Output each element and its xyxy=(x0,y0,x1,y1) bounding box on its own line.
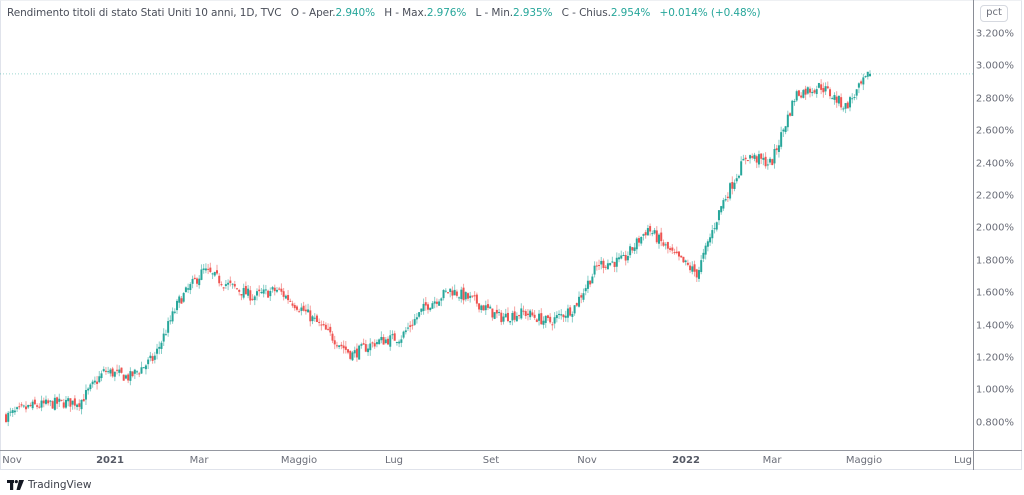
price-tick: 1.800% xyxy=(975,255,1014,267)
time-tick: 2021 xyxy=(96,455,124,466)
low-value: 2.935% xyxy=(512,7,553,19)
time-tick: Maggio xyxy=(280,455,318,466)
time-tick: Mar xyxy=(189,455,209,466)
change-value: +0.014% (+0.48%) xyxy=(659,7,761,19)
time-tick: Nov xyxy=(2,455,22,466)
price-tick: 3.200% xyxy=(975,28,1014,40)
price-tick: 1.200% xyxy=(975,352,1014,364)
time-tick: 2022 xyxy=(672,455,700,466)
close-value: 2.954% xyxy=(610,7,651,19)
price-tick: 1.600% xyxy=(975,287,1014,299)
time-tick: Lug xyxy=(384,455,404,466)
price-tick: 2.000% xyxy=(975,222,1014,234)
price-tick: 0.800% xyxy=(975,417,1014,429)
brand-name: TradingView xyxy=(28,479,92,491)
price-tick: 2.600% xyxy=(975,125,1014,137)
unit-badge[interactable]: pct xyxy=(980,5,1008,22)
price-tick: 2.800% xyxy=(975,93,1014,105)
price-tick: 2.200% xyxy=(975,190,1014,202)
time-tick: Set xyxy=(482,455,500,466)
time-tick: Mar xyxy=(762,455,782,466)
chart-legend: Rendimento titoli di stato Stati Uniti 1… xyxy=(7,7,761,19)
price-tick: 1.000% xyxy=(975,384,1014,396)
price-tick: 2.400% xyxy=(975,158,1014,170)
time-tick: Maggio xyxy=(845,455,883,466)
price-tick: 3.000% xyxy=(975,60,1014,72)
low-label: L - Min. xyxy=(475,7,514,19)
tradingview-logo-icon xyxy=(7,480,24,490)
symbol-title: Rendimento titoli di stato Stati Uniti 1… xyxy=(7,7,282,19)
price-axis-border xyxy=(973,0,974,470)
tradingview-brand[interactable]: TradingView xyxy=(7,479,91,491)
open-label: O - Aper. xyxy=(290,7,336,19)
chart-frame xyxy=(0,0,1022,470)
time-axis-border xyxy=(0,450,1022,451)
time-tick: Nov xyxy=(577,455,597,466)
high-label: H - Max. xyxy=(384,7,427,19)
open-value: 2.940% xyxy=(335,7,376,19)
candles-group xyxy=(5,70,871,427)
price-tick: 1.400% xyxy=(975,320,1014,332)
price-axis[interactable]: 3.200% 3.000% 2.800% 2.600% 2.400% 2.200% 2.00… xyxy=(974,0,1022,450)
close-label: C - Chius. xyxy=(561,7,611,19)
high-value: 2.976% xyxy=(426,7,467,19)
candlestick-plot[interactable] xyxy=(0,0,974,451)
time-tick: Lug xyxy=(953,455,973,466)
